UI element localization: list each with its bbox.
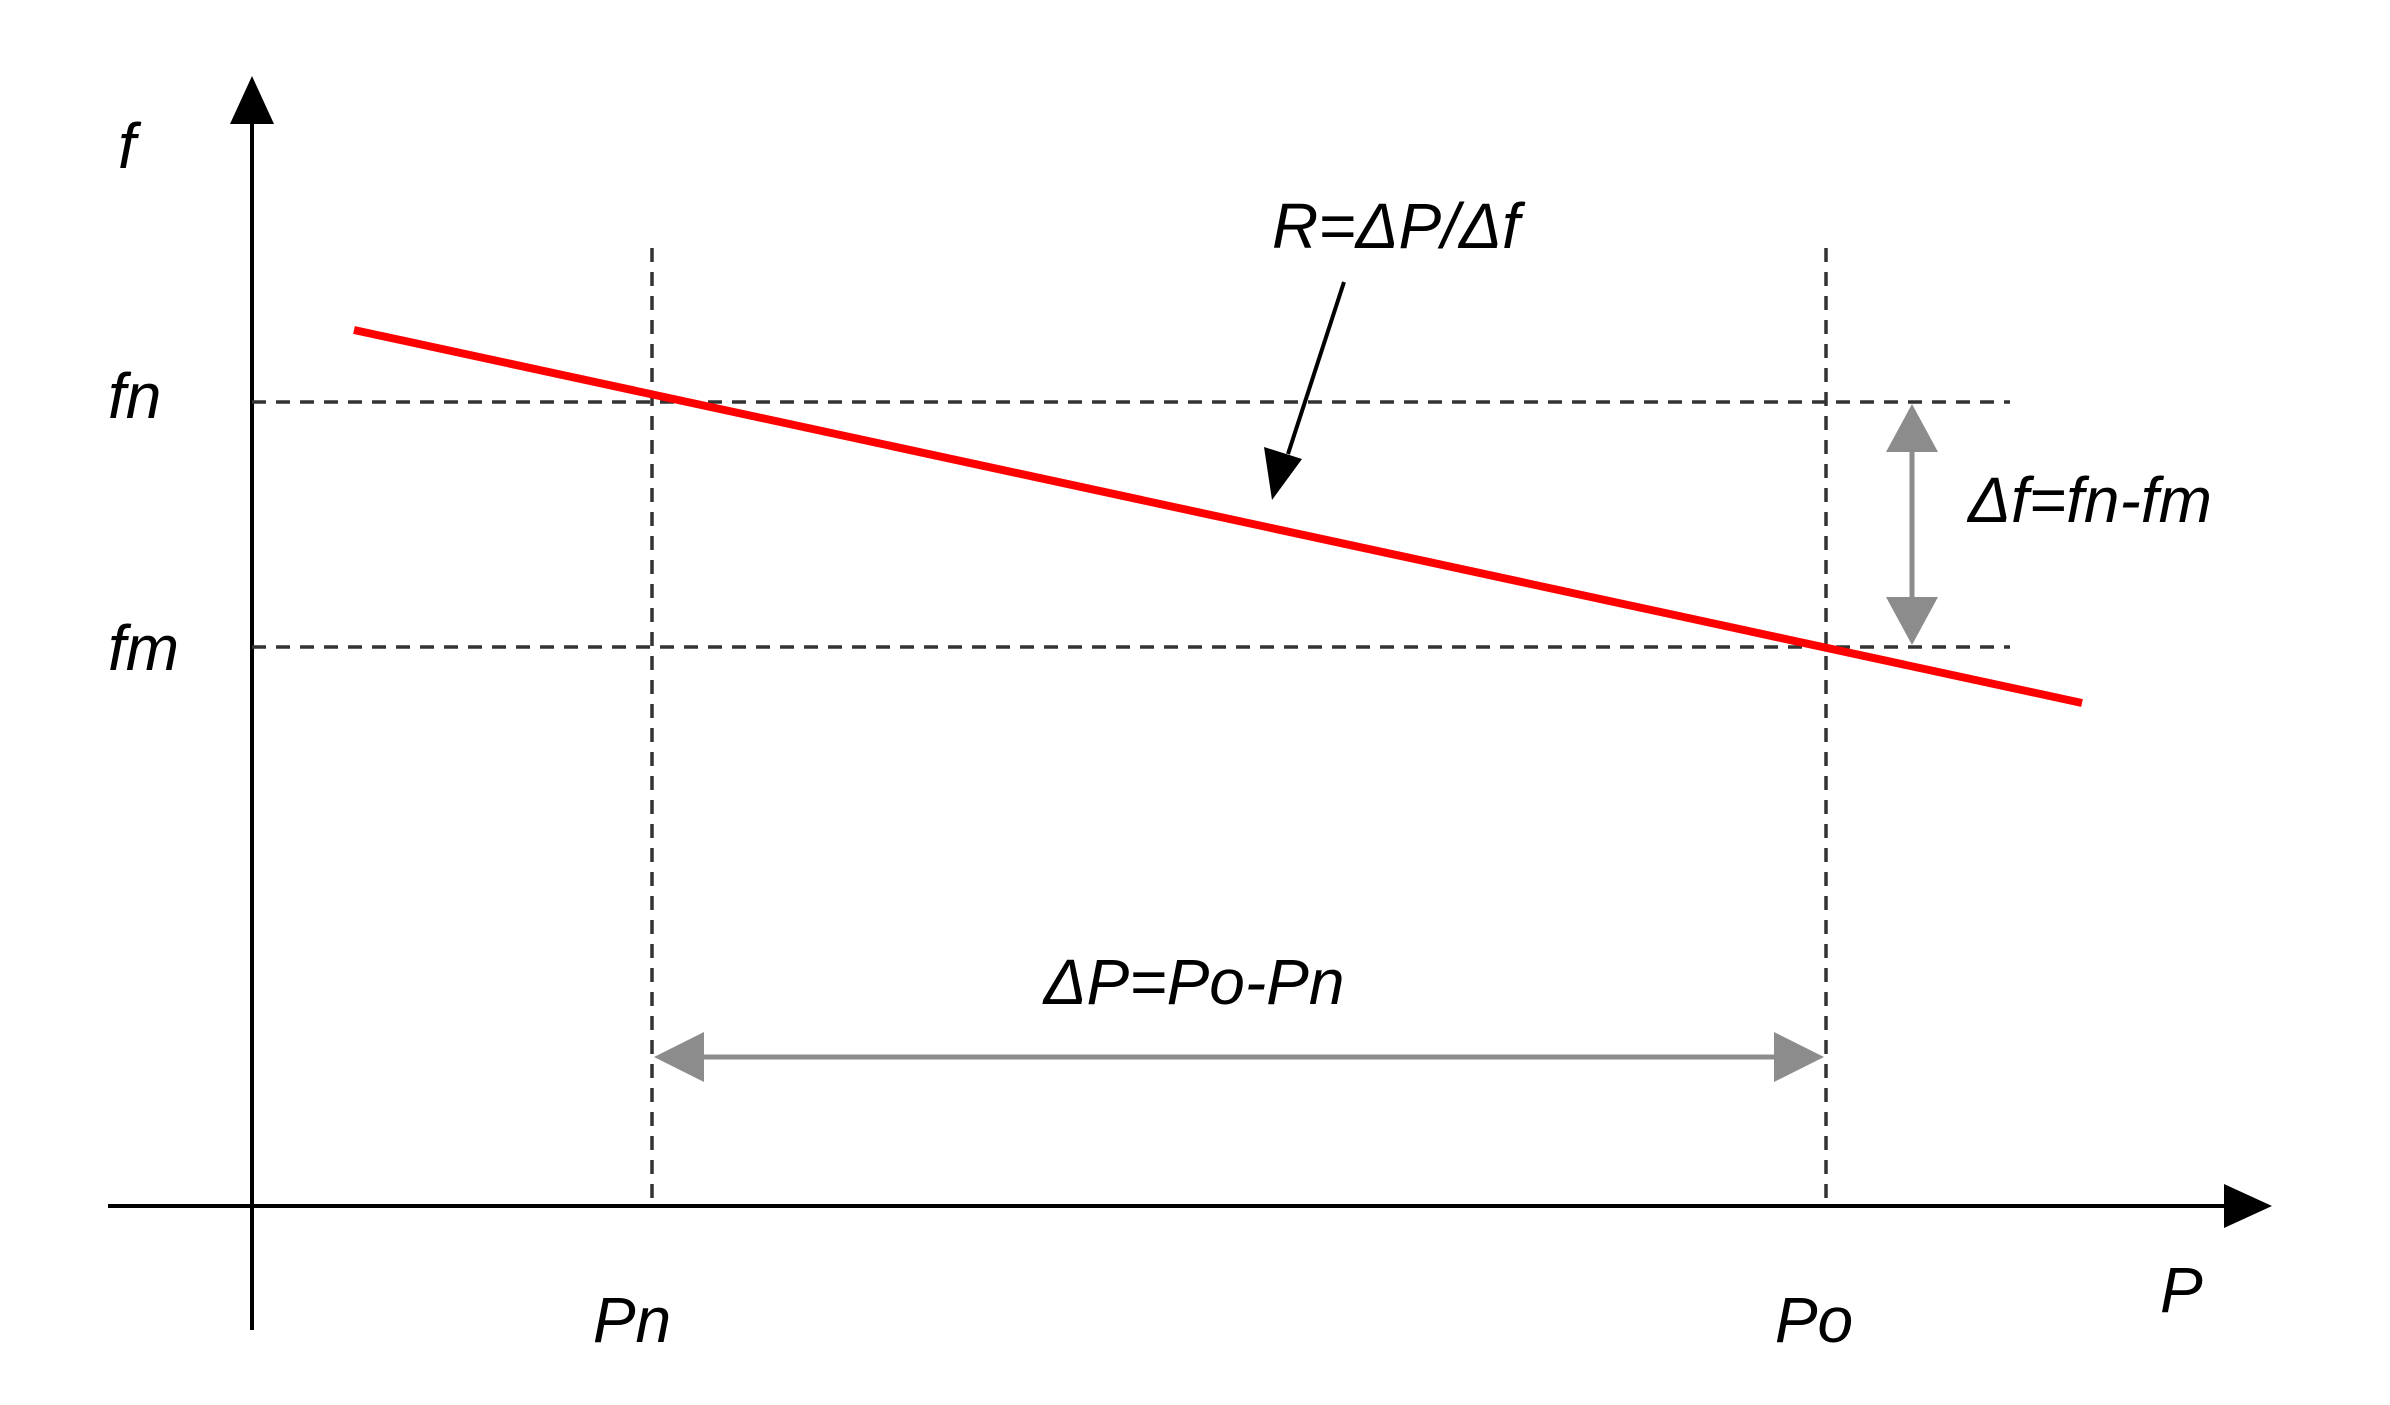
delta-p-arrowhead-left: [654, 1032, 704, 1082]
pn-tick-label: Pn: [593, 1284, 671, 1356]
y-axis-arrowhead: [230, 76, 274, 124]
po-tick-label: Po: [1775, 1284, 1853, 1356]
x-axis-arrowhead: [2224, 1184, 2272, 1228]
delta-p-label: ΔP=Po-Pn: [1042, 946, 1345, 1018]
droop-characteristic-line: [353, 326, 2083, 707]
fn-tick-label: fn: [108, 360, 161, 432]
droop-formula-label: R=ΔP/Δf: [1272, 190, 1526, 262]
delta-f-arrowhead-top: [1886, 404, 1938, 452]
x-axis-label: P: [2160, 1254, 2203, 1326]
droop-pointer-arrowhead: [1264, 447, 1302, 500]
delta-f-arrowhead-bottom: [1886, 597, 1938, 645]
droop-pointer-line: [1286, 281, 1346, 455]
delta-f-label: Δf=fn-fm: [1966, 464, 2212, 536]
delta-p-arrowhead-right: [1774, 1032, 1824, 1082]
fm-tick-label: fm: [108, 612, 179, 684]
y-axis-label: f: [118, 110, 142, 182]
